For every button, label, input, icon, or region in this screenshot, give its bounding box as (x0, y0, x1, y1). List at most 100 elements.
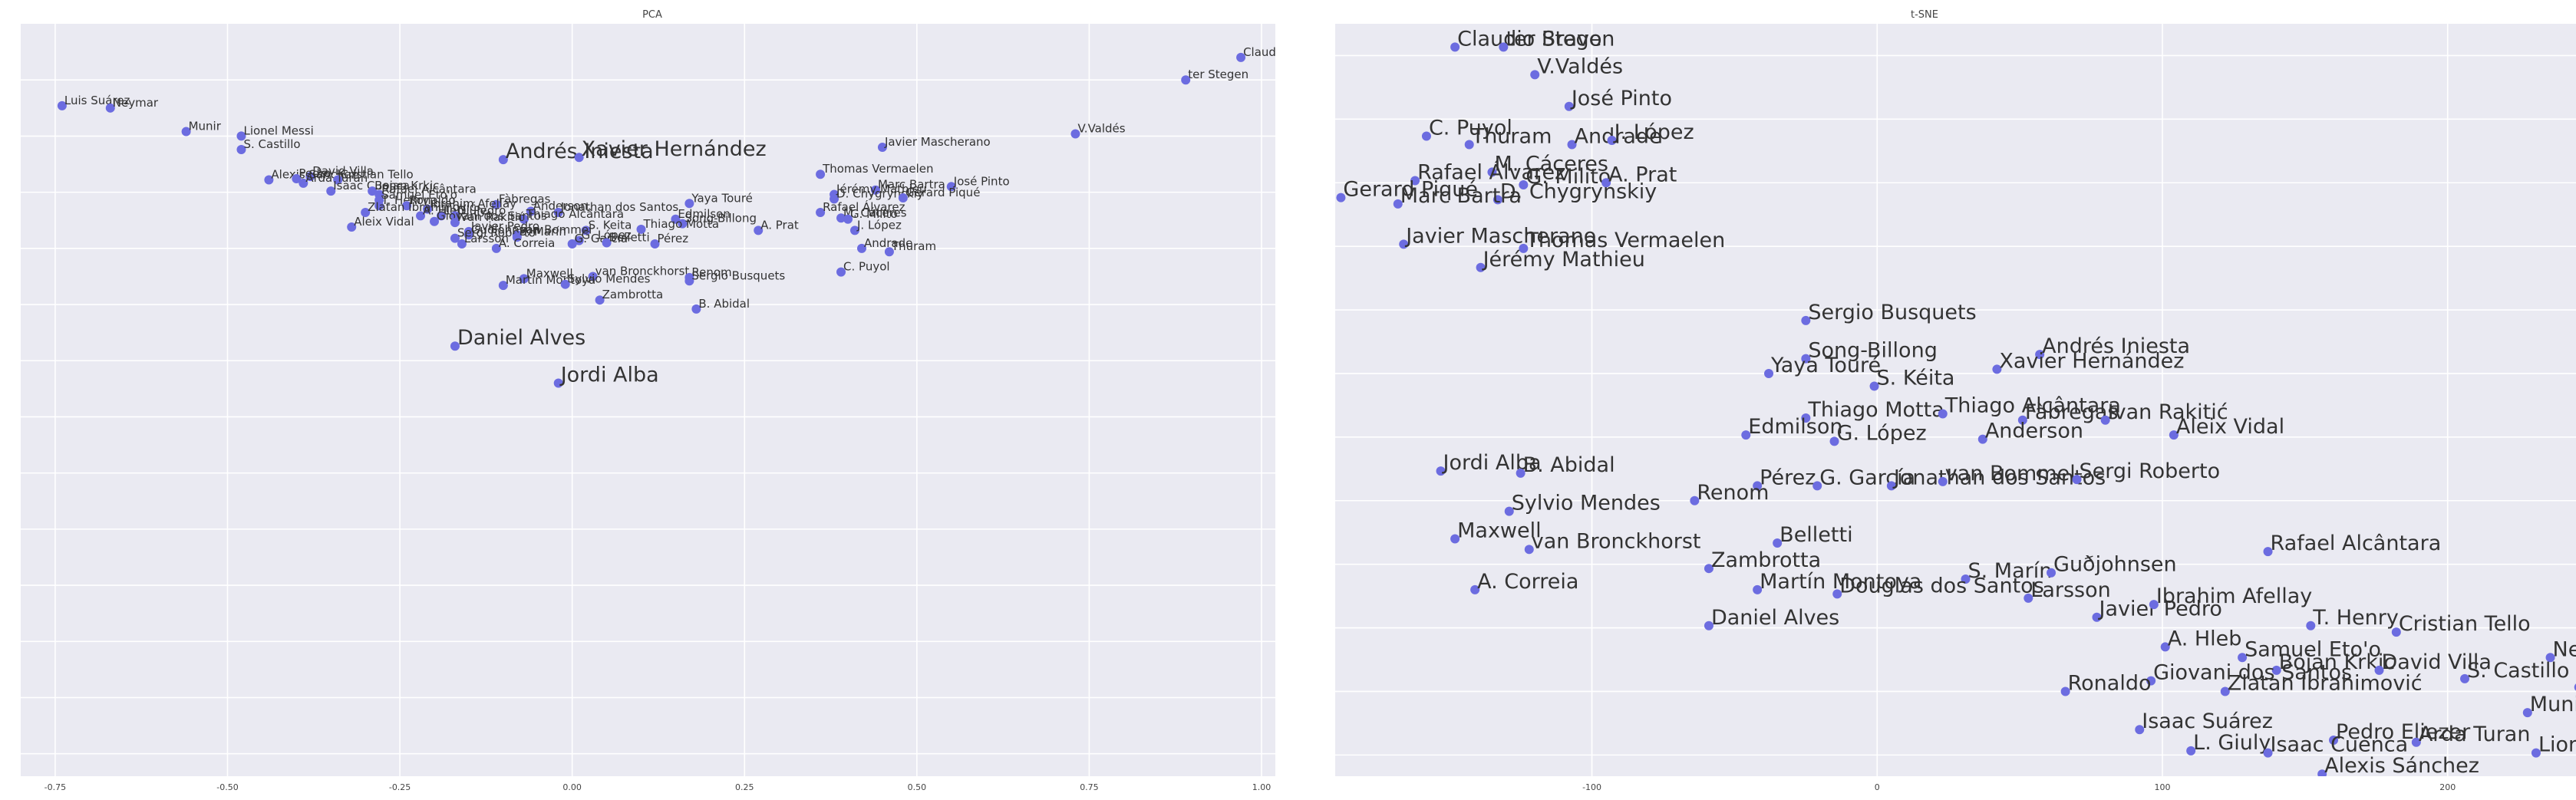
pca-point (877, 143, 887, 153)
tsne-x-tick-label: 100 (2155, 782, 2171, 792)
tsne-point-label: Rafael Alcântara (2271, 532, 2442, 555)
tsne-point-label: Thomas Vermaelen (1525, 229, 1725, 252)
pca-point-label: C. Puyol (843, 260, 890, 274)
tsne-point (1801, 315, 1811, 325)
pca-point-label: Guðjohnsen (471, 222, 539, 236)
tsne-point-label: Martín Montoya (1760, 570, 1921, 594)
pca-point (830, 194, 839, 204)
tsne-point-label: A. Hleb (2168, 627, 2242, 650)
pca-point-label: Munir (189, 120, 222, 133)
pca-point (678, 219, 688, 229)
tsne-point (2035, 350, 2045, 360)
pca-point-label: Claudio Bravo (1243, 45, 1324, 59)
pca-point-label: Javier Pedro (470, 219, 539, 233)
tsne-point-label: A. Correia (1477, 570, 1578, 594)
tsne-point-label: Belletti (1779, 523, 1852, 547)
tsne-point-label: Gerard Piqué (1343, 178, 1478, 202)
tsne-point (1567, 140, 1577, 150)
pca-point-label: Yaya Touré (691, 191, 753, 205)
tsne-point-label: van Bronckhorst (1532, 529, 1701, 553)
pca-point (361, 207, 371, 217)
tsne-point-label: Song-Billong (1808, 339, 1938, 363)
tsne-point (1764, 368, 1774, 378)
pca-point (754, 226, 764, 235)
pca-point (236, 131, 246, 141)
tsne-point-label: G. Milito (1525, 165, 1611, 189)
pca-point (57, 100, 67, 110)
tsne-point (2047, 568, 2057, 578)
tsne-point (2574, 683, 2576, 691)
pca-point (450, 211, 460, 221)
tsne-point (1524, 545, 1534, 555)
tsne-point-label: Larsson (2030, 578, 2110, 602)
pca-point-label: A. Correia (499, 236, 556, 250)
pca-panel: PCA -0.75 -0.50 -0.25 0.00 0.25 0.50 0.75 1.00 C… (21, 9, 1324, 792)
pca-point-label: G. López (582, 229, 632, 242)
pca-point-label: Belletti (609, 231, 650, 245)
pca-point-label: G. García (575, 232, 628, 245)
tsne-point (2100, 415, 2110, 425)
tsne-point-label: C. Puyol (1429, 116, 1512, 140)
pca-point-label: ter Stegen (1188, 67, 1248, 81)
tsne-point (1829, 436, 1839, 446)
tsne-point-label: Sergio Busquets (1808, 301, 1976, 324)
tsne-point-label: S. Marín (1968, 559, 2053, 583)
tsne-point (2072, 475, 2082, 485)
pca-point-label: Thuram (891, 239, 936, 253)
tsne-point (2317, 769, 2327, 776)
tsne-point-label: Jordi Alba (1442, 451, 1542, 475)
tsne-point-label: Zlatan Ibrahimović (2228, 671, 2423, 695)
pca-point (298, 178, 308, 188)
pca-point (836, 213, 846, 223)
pca-point (843, 214, 853, 224)
pca-point (450, 218, 460, 228)
pca-point-label: Daniel Alves (457, 326, 585, 350)
pca-point-label: Marc Bartra (878, 178, 945, 192)
pca-point-label: David Villa (312, 164, 374, 178)
pca-point-label: M. Cáceres (843, 206, 907, 219)
tsne-point (2160, 642, 2170, 652)
tsne-point-label: Anderson (1985, 420, 2083, 443)
pca-point (581, 226, 591, 235)
pca-point-label: Giovani dos Santos (437, 209, 547, 223)
tsne-point-label: Sergi Roberto (2079, 459, 2220, 483)
pca-point (691, 304, 701, 314)
pca-point-label: V.Valdés (1077, 121, 1125, 135)
tsne-x-tick-label: 200 (2439, 782, 2456, 792)
pca-point-label: Thiago Alcântara (526, 207, 624, 221)
tsne-point (2263, 547, 2273, 557)
pca-point-label: Lionel Messi (243, 123, 313, 137)
pca-point (553, 378, 563, 388)
pca-point-label: Ibrahim Afellay (430, 197, 516, 211)
pca-x-tick-label: -0.50 (216, 782, 238, 792)
pca-point-label: van Bronckhorst (595, 264, 690, 278)
pca-point (512, 232, 522, 242)
pca-point-label: Pedro (298, 166, 331, 180)
tsne-point (2522, 708, 2532, 718)
tsne-point (1464, 140, 1474, 150)
tsne-point (2306, 621, 2316, 630)
tsne-point-label: D. Chygrynskiy (1500, 179, 1657, 203)
pca-point-label: S. Marín (519, 225, 566, 239)
pca-x-tick-label: 0.50 (908, 782, 927, 792)
pca-point-label: José Pinto (953, 174, 1010, 188)
pca-point (436, 211, 446, 221)
tsne-point-label: Munir (2530, 693, 2576, 716)
pca-x-tick-label: -0.25 (389, 782, 411, 792)
tsne-point-label: L. Giuly (2193, 731, 2271, 755)
pca-point (430, 216, 440, 226)
tsne-point-label: Cristian Tello (2399, 612, 2531, 636)
tsne-point-label: Javier Pedro (2098, 598, 2222, 621)
pca-point (333, 175, 343, 185)
pca-point (491, 199, 501, 209)
tsne-point-label: Samuel Eto'o (2245, 637, 2381, 661)
pca-x-tick-label: 1.00 (1252, 782, 1272, 792)
pca-point-label: S. Castillo (243, 137, 300, 151)
tsne-point (1869, 381, 1879, 391)
pca-point (326, 186, 336, 196)
tsne-point-label: Ibrahim Afellay (2156, 584, 2312, 608)
pca-point-label: Ronaldo (409, 193, 456, 207)
tsne-point (2017, 415, 2027, 425)
tsne-point-label: Aleix Vidal (2176, 415, 2284, 439)
